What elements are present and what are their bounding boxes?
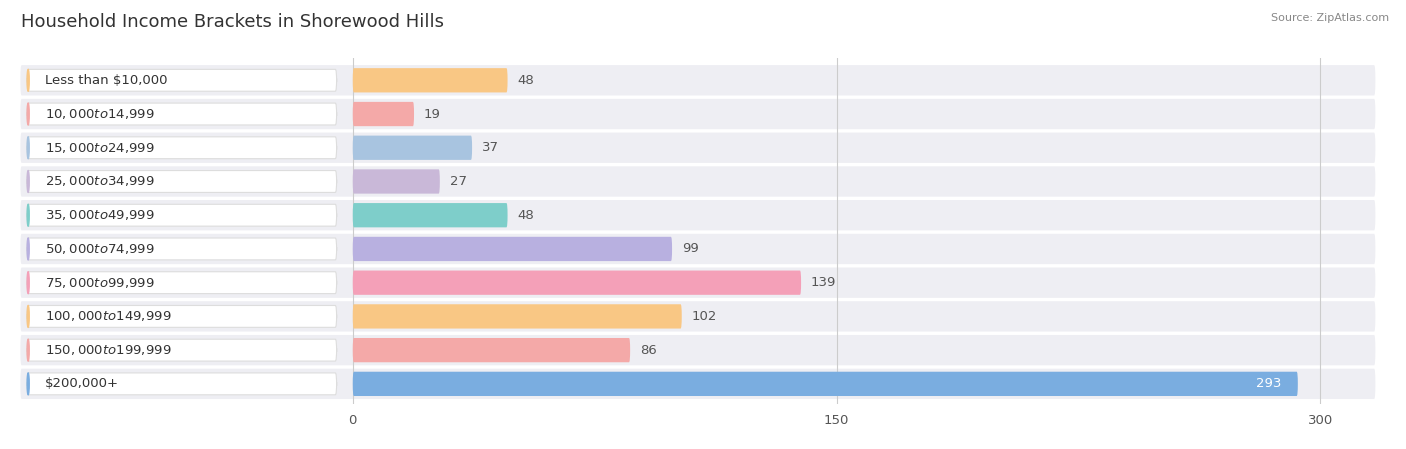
Text: Source: ZipAtlas.com: Source: ZipAtlas.com [1271, 13, 1389, 23]
Text: $150,000 to $199,999: $150,000 to $199,999 [45, 343, 172, 357]
Text: $10,000 to $14,999: $10,000 to $14,999 [45, 107, 155, 121]
Text: 86: 86 [640, 343, 657, 357]
Text: 19: 19 [423, 107, 440, 120]
Text: 37: 37 [482, 141, 499, 154]
FancyBboxPatch shape [27, 238, 336, 260]
FancyBboxPatch shape [353, 169, 440, 194]
Circle shape [27, 69, 30, 91]
FancyBboxPatch shape [20, 234, 1375, 264]
FancyBboxPatch shape [353, 237, 672, 261]
Text: $200,000+: $200,000+ [45, 377, 118, 390]
Circle shape [27, 305, 30, 327]
Text: 99: 99 [682, 242, 699, 255]
FancyBboxPatch shape [353, 68, 508, 92]
Circle shape [27, 272, 30, 294]
FancyBboxPatch shape [27, 204, 336, 226]
FancyBboxPatch shape [27, 103, 336, 125]
FancyBboxPatch shape [353, 372, 1298, 396]
Text: $35,000 to $49,999: $35,000 to $49,999 [45, 208, 155, 222]
Text: $50,000 to $74,999: $50,000 to $74,999 [45, 242, 155, 256]
FancyBboxPatch shape [20, 65, 1375, 96]
Text: Household Income Brackets in Shorewood Hills: Household Income Brackets in Shorewood H… [21, 13, 444, 31]
FancyBboxPatch shape [27, 272, 336, 294]
Circle shape [27, 238, 30, 260]
FancyBboxPatch shape [353, 102, 413, 126]
FancyBboxPatch shape [27, 339, 336, 361]
FancyBboxPatch shape [20, 301, 1375, 331]
Circle shape [27, 137, 30, 158]
Text: 139: 139 [811, 276, 837, 289]
Text: 293: 293 [1257, 377, 1282, 390]
Text: Less than $10,000: Less than $10,000 [45, 74, 167, 87]
FancyBboxPatch shape [353, 136, 472, 160]
FancyBboxPatch shape [20, 369, 1375, 399]
FancyBboxPatch shape [20, 166, 1375, 197]
FancyBboxPatch shape [27, 171, 336, 193]
Text: $25,000 to $34,999: $25,000 to $34,999 [45, 175, 155, 189]
FancyBboxPatch shape [27, 305, 336, 327]
FancyBboxPatch shape [353, 304, 682, 329]
FancyBboxPatch shape [20, 99, 1375, 129]
FancyBboxPatch shape [353, 271, 801, 295]
FancyBboxPatch shape [20, 268, 1375, 298]
Circle shape [27, 171, 30, 193]
FancyBboxPatch shape [20, 200, 1375, 230]
Circle shape [27, 373, 30, 395]
Text: $75,000 to $99,999: $75,000 to $99,999 [45, 276, 155, 290]
Circle shape [27, 204, 30, 226]
Circle shape [27, 103, 30, 125]
FancyBboxPatch shape [27, 373, 336, 395]
FancyBboxPatch shape [27, 137, 336, 158]
Text: 27: 27 [450, 175, 467, 188]
Text: 48: 48 [517, 209, 534, 222]
FancyBboxPatch shape [353, 203, 508, 227]
FancyBboxPatch shape [20, 335, 1375, 365]
FancyBboxPatch shape [27, 69, 336, 91]
Circle shape [27, 339, 30, 361]
FancyBboxPatch shape [353, 338, 630, 362]
Text: 102: 102 [692, 310, 717, 323]
FancyBboxPatch shape [20, 132, 1375, 163]
Text: 48: 48 [517, 74, 534, 87]
Text: $100,000 to $149,999: $100,000 to $149,999 [45, 309, 172, 323]
Text: $15,000 to $24,999: $15,000 to $24,999 [45, 141, 155, 155]
